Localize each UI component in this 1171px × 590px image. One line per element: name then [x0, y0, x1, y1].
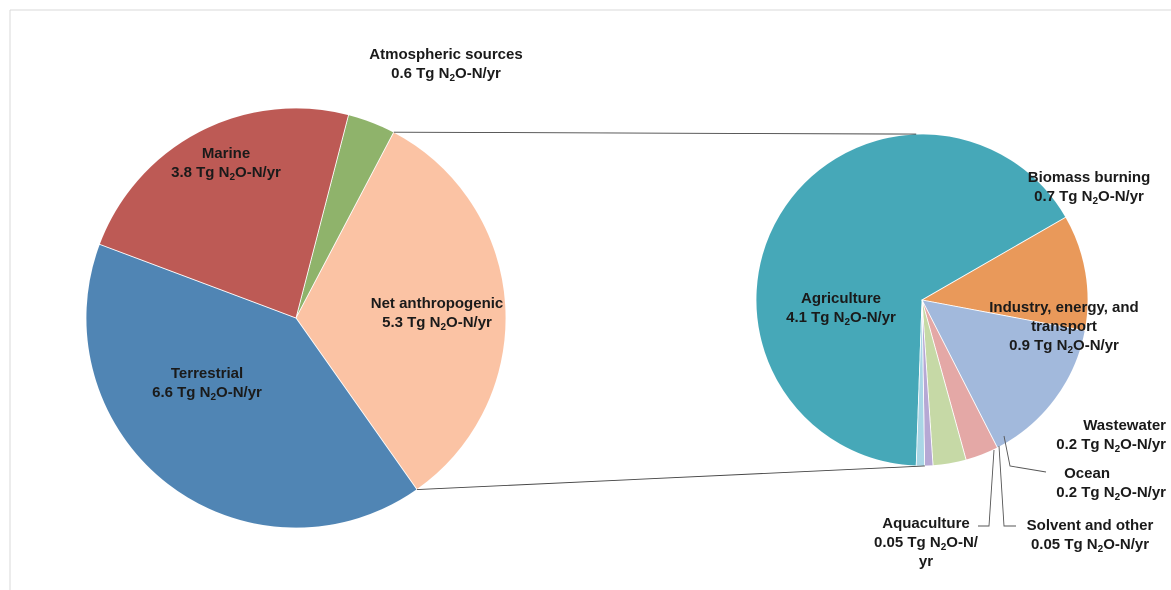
label-value: 5.3 Tg N2O-N/yr [382, 314, 492, 333]
connector-top [393, 131, 917, 135]
pie-slice-biomass-burning [920, 216, 1089, 332]
label-solvent-and-other: Solvent and other 0.05 Tg N2O-N/yr [1012, 516, 1168, 555]
connector-lines [393, 131, 1047, 527]
label-name: Biomass burning [1027, 169, 1151, 186]
pie-slice-marine [98, 107, 350, 319]
label-net-anthropogenic: Net anthropogenic 5.3 Tg N2O-N/yr [342, 294, 532, 333]
right-pie [755, 133, 1089, 467]
label-value: 4.1 Tg N2O-N/yr [786, 309, 896, 328]
label-ocean: Ocean 0.2 Tg N2O-N/yr [990, 464, 1166, 503]
label-value-wrap: yr [918, 553, 934, 570]
leader-ocean [1003, 435, 1047, 473]
label-value: 0.2 Tg N2O-N/yr [1056, 436, 1166, 455]
label-value: 3.8 Tg N2O-N/yr [171, 164, 281, 183]
label-value: 0.05 Tg N2O-N/ [874, 534, 978, 553]
label-name: Atmospheric sources [369, 46, 523, 63]
pie-slice-agriculture [755, 133, 1067, 467]
label-name: Agriculture [800, 290, 881, 307]
label-value: 0.9 Tg N2O-N/yr [1009, 337, 1119, 356]
label-name: Aquaculture [882, 515, 970, 532]
label-value: 0.6 Tg N2O-N/yr [391, 65, 501, 84]
left-pie [85, 107, 507, 529]
pie-slice-industry-energy-and-transport [921, 299, 1086, 449]
label-name: Wastewater [1083, 417, 1166, 434]
label-atmospheric-sources: Atmospheric sources 0.6 Tg N2O-N/yr [318, 45, 574, 84]
label-terrestrial: Terrestrial 6.6 Tg N2O-N/yr [122, 364, 292, 403]
label-value: 0.7 Tg N2O-N/yr [1034, 188, 1144, 207]
pie-slice-terrestrial [85, 243, 418, 529]
label-value: 0.05 Tg N2O-N/yr [1030, 536, 1150, 555]
label-name: Ocean [1064, 465, 1110, 482]
label-name: Terrestrial [170, 365, 244, 382]
label-name: Solvent and other [1026, 517, 1154, 534]
label-name: Marine [201, 145, 251, 162]
leader-aquaculture [978, 449, 995, 527]
label-value: 6.6 Tg N2O-N/yr [152, 384, 262, 403]
label-value: 0.2 Tg N2O-N/yr [1056, 484, 1166, 503]
label-marine: Marine 3.8 Tg N2O-N/yr [134, 144, 318, 183]
label-biomass-burning: Biomass burning 0.7 Tg N2O-N/yr [1010, 168, 1168, 207]
leader-solvent [998, 445, 1016, 527]
label-aquaculture: Aquaculture 0.05 Tg N2O-N/ yr [848, 514, 1004, 571]
label-name-line2: transport [1031, 318, 1097, 335]
label-industry-energy-transport: Industry, energy, and transport 0.9 Tg N… [962, 298, 1166, 356]
label-name: Net anthropogenic [370, 295, 504, 312]
label-name-line1: Industry, energy, and [989, 299, 1139, 316]
connector-bottom [417, 465, 925, 491]
label-wastewater: Wastewater 0.2 Tg N2O-N/yr [1000, 416, 1166, 455]
label-agriculture: Agriculture 4.1 Tg N2O-N/yr [762, 289, 920, 328]
pie-slice-net-anthropogenic [295, 131, 507, 491]
